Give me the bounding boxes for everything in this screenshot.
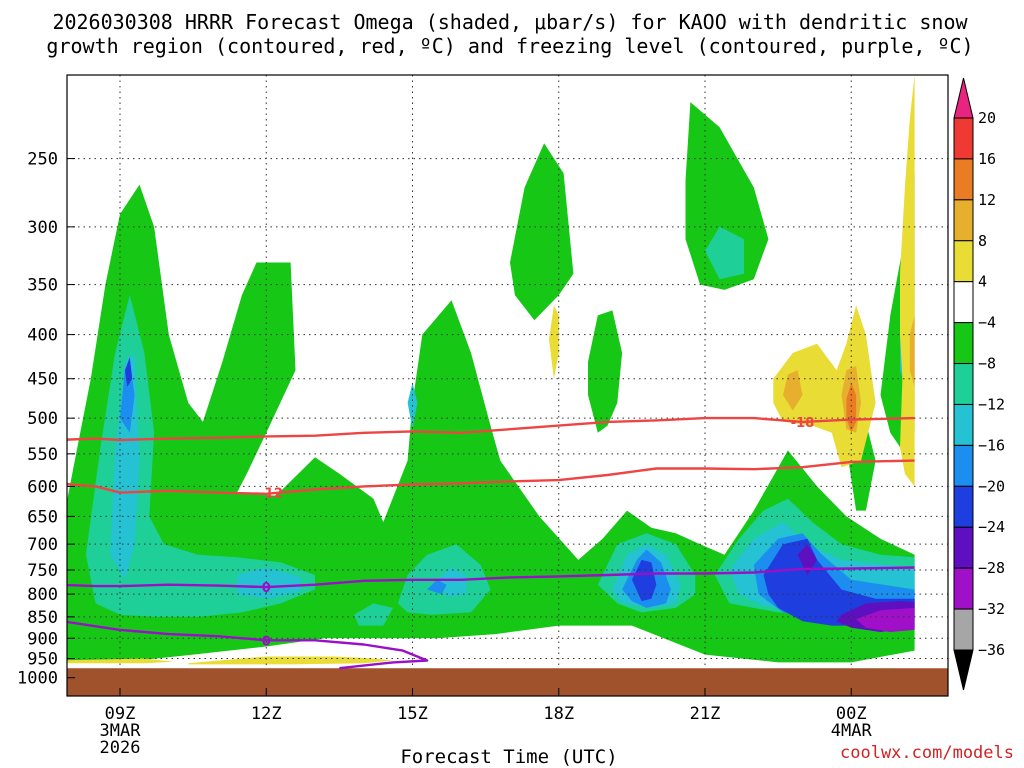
y-tick-label-750: 750 [27,561,58,581]
colorbar-band-3 [953,199,974,242]
colorbar-band-10 [953,485,974,528]
x-tick-label-09Z-2: 3MAR [100,721,142,741]
colorbar-arrow-bottom [953,649,974,691]
x-tick-label-00Z-2: 4MAR [831,721,873,741]
credit-text: coolwx.com/models [840,743,1014,763]
omega-green-region-4 [588,310,623,433]
colorbar-arrow-top [953,77,974,119]
y-tick-label-900: 900 [27,629,58,649]
omega-yellow-region-2 [188,656,393,665]
omega-yellow-region-3 [549,305,559,379]
omega-yellow-region-1 [67,658,174,664]
y-tick-label-600: 600 [27,477,58,497]
y-axis: 2503003504004505005506006507007508008509… [17,150,75,689]
x-tick-label-09Z-1: 09Z [105,704,136,724]
omega-green-region-3 [685,102,769,290]
y-tick-label-700: 700 [27,535,58,555]
contour-label-1: -18 [791,416,815,431]
x-tick-label-12Z-1: 12Z [251,704,282,724]
contour-label-2: -12 [259,487,283,502]
omega-yellow-region-5 [900,75,915,487]
x-tick-label-00Z-1: 00Z [836,704,867,724]
colorbar-band-9 [953,444,974,487]
colorbar-label-2: 16 [978,150,996,168]
omega-green-region-1 [67,184,915,663]
chart-title-line-2: growth region (contoured, red, ºC) and f… [46,34,973,58]
colorbar-band-7 [953,363,974,405]
colorbar-label-12: −28 [978,559,1005,577]
contour-line-4 [67,620,429,670]
colorbar-label-3: 12 [978,191,996,209]
colorbar-band-5 [953,281,974,324]
y-tick-label-350: 350 [27,276,58,296]
omega-darkblue-region-3 [124,357,133,387]
omega-violet-region-2 [797,544,818,575]
colorbar-band-1 [953,117,974,160]
colorbar-label-14: −36 [978,641,1005,659]
colorbar-band-13 [953,608,974,651]
contour-line-2 [67,459,915,495]
colorbar-label-13: −32 [978,600,1005,618]
y-tick-label-500: 500 [27,409,58,429]
y-tick-label-1000: 1000 [17,669,58,689]
colorbar-band-12 [953,567,974,610]
colorbar: 20 16 12 8 4 −4 −8 −12 −16 −20 −24 −28 −32 −36 [953,77,1005,691]
colorbar-band-6 [953,322,974,365]
omega-blue-region-4 [427,579,447,595]
contour-label-4: 0 [262,634,271,649]
colorbar-label-6: −4 [978,314,996,332]
colorbar-band-11 [953,526,974,569]
y-tick-label-650: 650 [27,507,58,527]
colorbar-label-1: 20 [978,109,996,127]
grid-lines [67,75,948,696]
colorbar-label-11: −24 [978,518,1005,536]
ground-layer [67,668,948,696]
contour-lines: -18 -12 0 0 [67,416,915,670]
colorbar-band-2 [953,158,974,201]
colorbar-band-8 [953,403,974,446]
y-tick-label-450: 450 [27,370,58,390]
x-tick-label-15Z-1: 15Z [397,704,428,724]
contour-label-3: 0 [262,581,271,596]
y-tick-label-550: 550 [27,445,58,465]
omega-purple-region-1 [856,607,915,632]
y-tick-label-250: 250 [27,150,58,170]
omega-shaded-field [67,75,915,665]
colorbar-label-4: 8 [978,232,987,250]
y-tick-label-400: 400 [27,326,58,346]
omega-teal-region-1 [85,295,316,617]
x-tick-label-18Z-1: 18Z [543,704,574,724]
colorbar-label-5: 4 [978,273,987,291]
y-tick-label-950: 950 [27,650,58,670]
colorbar-label-10: −20 [978,477,1005,495]
x-tick-label-21Z-1: 21Z [690,704,721,724]
plot-frame [66,74,949,697]
ground-surface [67,668,948,696]
contour-line-1 [67,416,915,442]
omega-orange-region-3 [909,315,915,387]
omega-teal-region-6 [354,603,393,626]
y-tick-label-850: 850 [27,608,58,628]
chart-title-line-1: 2026030308 HRRR Forecast Omega (shaded, … [52,10,968,34]
x-axis-label: Forecast Time (UTC) [400,746,617,768]
y-tick-label-300: 300 [27,218,58,238]
colorbar-band-4 [953,240,974,283]
omega-teal-region-5 [705,226,744,280]
colorbar-label-7: −8 [978,355,996,373]
colorbar-label-8: −12 [978,395,1005,413]
x-tick-label-09Z-3: 2026 [100,738,141,758]
omega-green-region-2 [510,143,574,321]
omega-cyan-region-2 [237,567,301,599]
omega-orange-region-1 [783,370,803,411]
colorbar-label-9: −16 [978,436,1005,454]
y-tick-label-800: 800 [27,585,58,605]
contour-line-3 [67,566,915,589]
